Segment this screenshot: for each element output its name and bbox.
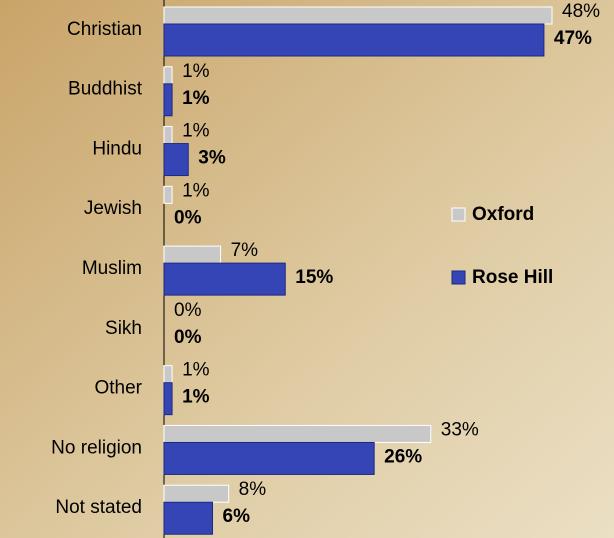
category-label: Jewish bbox=[84, 198, 142, 219]
bar bbox=[163, 143, 189, 177]
bar bbox=[163, 126, 173, 145]
bar bbox=[163, 245, 222, 264]
value-label: 3% bbox=[198, 148, 226, 169]
legend-label: Oxford bbox=[472, 204, 534, 225]
legend-swatch bbox=[451, 207, 466, 222]
bar bbox=[163, 484, 230, 503]
value-label: 48% bbox=[562, 1, 600, 22]
category-label: Other bbox=[94, 378, 142, 399]
value-label: 7% bbox=[231, 240, 259, 261]
value-label: 15% bbox=[295, 267, 333, 288]
bar bbox=[163, 185, 173, 204]
category-label: Buddhist bbox=[68, 79, 143, 100]
value-label: 47% bbox=[554, 28, 592, 49]
category-label: Sikh bbox=[105, 318, 142, 339]
value-label: 1% bbox=[182, 360, 210, 381]
bar bbox=[163, 382, 173, 416]
bar bbox=[163, 262, 286, 296]
bar bbox=[163, 83, 173, 117]
bar bbox=[163, 501, 213, 535]
legend-label: Rose Hill bbox=[472, 267, 553, 288]
category-label: Hindu bbox=[92, 138, 142, 159]
category-label: Not stated bbox=[55, 497, 142, 518]
value-label: 26% bbox=[384, 446, 422, 467]
value-label: 8% bbox=[239, 479, 267, 500]
value-label: 1% bbox=[182, 180, 210, 201]
value-label: 1% bbox=[182, 121, 210, 142]
value-label: 33% bbox=[441, 419, 479, 440]
legend-swatch bbox=[451, 270, 466, 285]
value-label: 1% bbox=[182, 387, 210, 408]
bar bbox=[163, 365, 173, 384]
value-label: 1% bbox=[182, 61, 210, 82]
value-label: 1% bbox=[182, 88, 210, 109]
value-label: 0% bbox=[174, 300, 202, 321]
bar bbox=[163, 441, 375, 475]
category-label: Muslim bbox=[82, 258, 142, 279]
category-label: No religion bbox=[51, 437, 142, 458]
bar bbox=[163, 66, 173, 85]
value-label: 6% bbox=[223, 506, 251, 527]
bar bbox=[163, 424, 432, 443]
value-label: 0% bbox=[174, 327, 202, 348]
bar bbox=[163, 6, 553, 25]
category-label: Christian bbox=[67, 19, 142, 40]
value-label: 0% bbox=[174, 207, 202, 228]
bar bbox=[163, 23, 545, 57]
